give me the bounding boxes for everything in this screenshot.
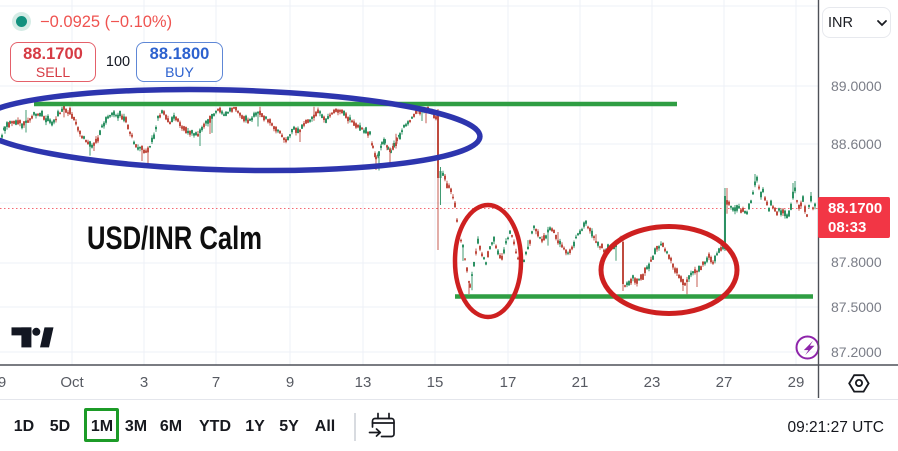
svg-text:USD/INR Calm: USD/INR Calm — [87, 220, 262, 256]
